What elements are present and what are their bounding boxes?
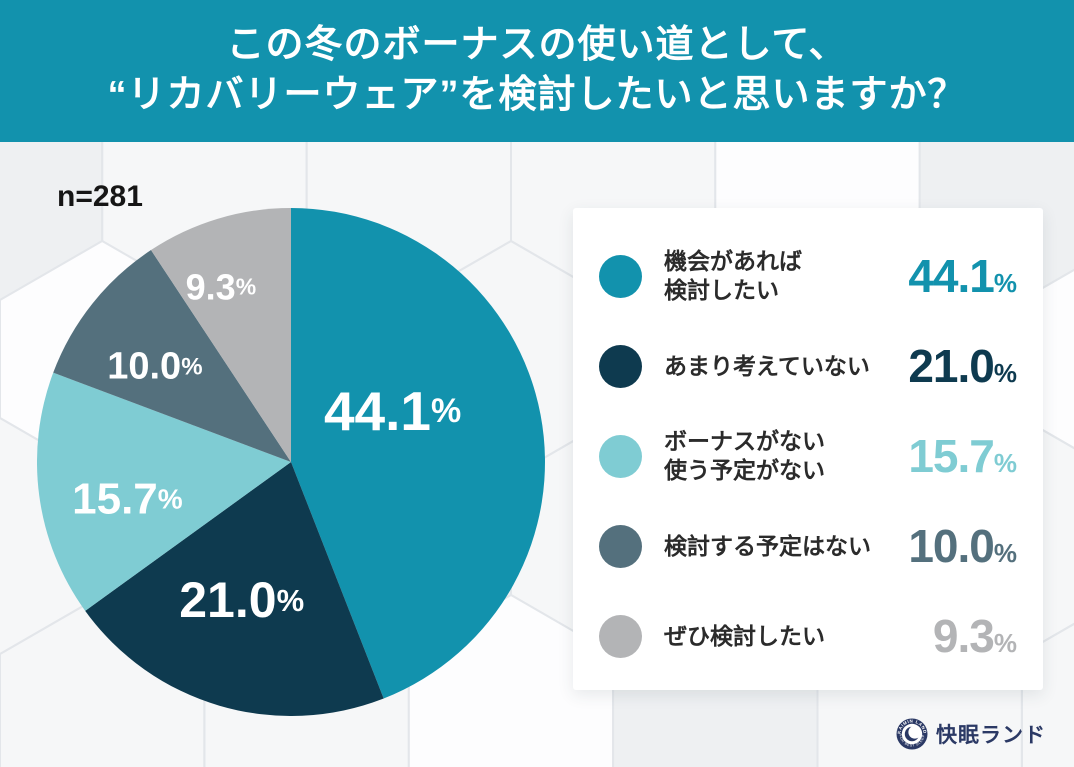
legend-label-2: ボーナスがない 使う予定がない bbox=[664, 428, 825, 483]
legend-dot-3 bbox=[599, 524, 642, 568]
legend-row-2: ボーナスがない 使う予定がない 15.7% bbox=[599, 411, 1017, 501]
legend-label-0: 機会があれば 検討したい bbox=[664, 248, 802, 303]
legend-row-3: 検討する予定はない 10.0% bbox=[599, 501, 1017, 591]
legend-card: 機会があれば 検討したい 44.1% あまり考えていない 21.0% ボーナスがない 使… bbox=[573, 208, 1043, 690]
survey-title-line1: この冬のボーナスの使い道として、 bbox=[226, 24, 848, 67]
pie-slice-0 bbox=[291, 208, 545, 699]
legend-value-2: 15.7% bbox=[908, 430, 1017, 482]
survey-title-line2: “リカバリーウェア”を検討したいと思いますか？ bbox=[107, 74, 967, 116]
hexagon-tile bbox=[0, 142, 104, 302]
pie-chart-area: 44.1% 21.0% 15.7% 10.0% 9.3% bbox=[36, 208, 545, 717]
pie-slice-label-3: 10.0% bbox=[107, 346, 202, 388]
pie-slice-3 bbox=[53, 250, 291, 462]
legend-value-3: 10.0% bbox=[908, 520, 1017, 572]
pie-chart: 44.1% 21.0% 15.7% 10.0% 9.3% bbox=[36, 208, 545, 717]
legend-row-1: あまり考えていない 21.0% bbox=[599, 321, 1017, 411]
brand-footer: KAIMIN LAND FOR BEST SLEEP 快眠ランド bbox=[896, 718, 1046, 750]
legend-row-4: ぜひ検討したい 9.3% bbox=[599, 591, 1017, 681]
pie-slice-2 bbox=[36, 372, 291, 611]
sample-size-label: n=281 bbox=[57, 180, 143, 213]
legend-dot-2 bbox=[599, 434, 642, 478]
legend-dot-0 bbox=[599, 254, 642, 298]
pie-slice-label-0: 44.1% bbox=[324, 380, 461, 442]
pie-slice-4 bbox=[151, 208, 291, 462]
legend-label-1: あまり考えていない bbox=[664, 352, 870, 379]
legend-dot-4 bbox=[599, 614, 642, 658]
kaimin-land-logo-badge: KAIMIN LAND FOR BEST SLEEP bbox=[896, 718, 928, 750]
brand-name: 快眠ランド bbox=[936, 724, 1046, 747]
legend-label-3: 検討する予定はない bbox=[664, 532, 871, 559]
legend-value-1: 21.0% bbox=[908, 340, 1017, 392]
pie-slice-1 bbox=[85, 462, 384, 717]
legend-label-4: ぜひ検討したい bbox=[664, 622, 825, 649]
header-banner: この冬のボーナスの使い道として、 “リカバリーウェア”を検討したいと思いますか？ bbox=[0, 0, 1074, 142]
pie-slice-label-4: 9.3% bbox=[186, 266, 257, 307]
legend-value-0: 44.1% bbox=[908, 250, 1017, 302]
legend-row-0: 機会があれば 検討したい 44.1% bbox=[599, 231, 1017, 321]
pie-slice-label-2: 15.7% bbox=[72, 474, 183, 523]
legend-dot-1 bbox=[599, 344, 642, 388]
legend-value-4: 9.3% bbox=[932, 610, 1017, 662]
pie-slice-label-1: 21.0% bbox=[179, 572, 304, 628]
